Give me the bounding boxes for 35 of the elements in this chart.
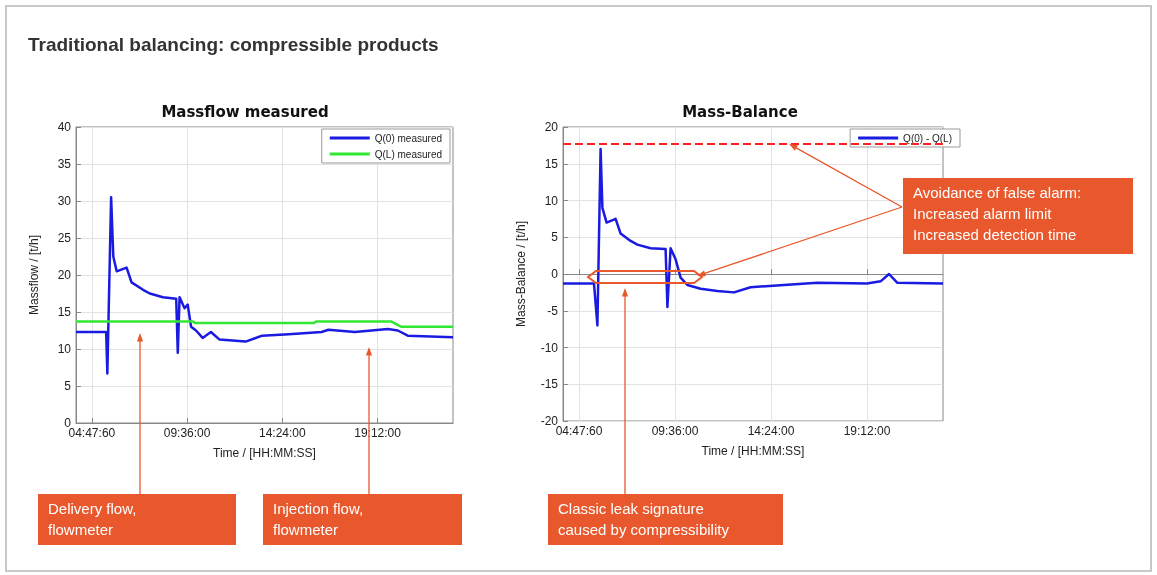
y-tick-label: 30: [57, 194, 72, 208]
x-tick-label: 09:36:00: [163, 426, 211, 440]
callout-box: Delivery flow, flowmeter: [38, 494, 236, 545]
y-axis-title: Mass-Balance / [t/h]: [514, 220, 528, 328]
y-tick-label: -15: [540, 377, 559, 392]
x-tick-label: 09:36:00: [651, 424, 699, 438]
y-tick-label: 0: [551, 267, 559, 281]
x-tick-label: 14:24:00: [747, 424, 795, 438]
y-tick-label: 10: [57, 342, 72, 356]
legend-label: Q(0) measured: [374, 132, 442, 144]
chart-title: Mass-Balance: [682, 102, 798, 121]
y-tick-label: 15: [57, 305, 72, 319]
y-tick-label: 5: [64, 379, 72, 393]
x-axis-title: Time / [HH:MM:SS]: [701, 444, 805, 458]
y-tick-label: 40: [57, 120, 72, 134]
x-tick-label: 19:12:00: [843, 424, 891, 438]
line-series: [74, 196, 455, 375]
legend-label: Q(L) measured: [374, 148, 442, 160]
y-tick-label: 15: [544, 156, 559, 171]
y-tick-label: 25: [57, 231, 72, 245]
text: Traditional balancing: compressible products: [28, 34, 439, 56]
y-tick-label: 20: [57, 268, 72, 282]
callout-box: Injection flow, flowmeter: [263, 494, 462, 545]
y-tick-label: -10: [540, 340, 559, 355]
callout-box: Avoidance of false alarm: Increased alarm limit Increased detection time: [903, 178, 1133, 254]
y-axis-title: Massflow / [t/h]: [27, 234, 41, 316]
chart-title: Massflow measured: [161, 102, 329, 121]
x-tick-label: 14:24:00: [259, 426, 307, 440]
y-tick-label: 20: [544, 120, 559, 134]
y-tick-label: -5: [547, 303, 559, 318]
y-tick-label: 5: [551, 230, 559, 245]
x-axis-title: Time / [HH:MM:SS]: [213, 446, 316, 460]
callout-box: Classic leak signature caused by compressibility: [548, 494, 783, 545]
y-tick-label: 35: [57, 157, 72, 171]
y-tick-label: 10: [544, 193, 559, 208]
